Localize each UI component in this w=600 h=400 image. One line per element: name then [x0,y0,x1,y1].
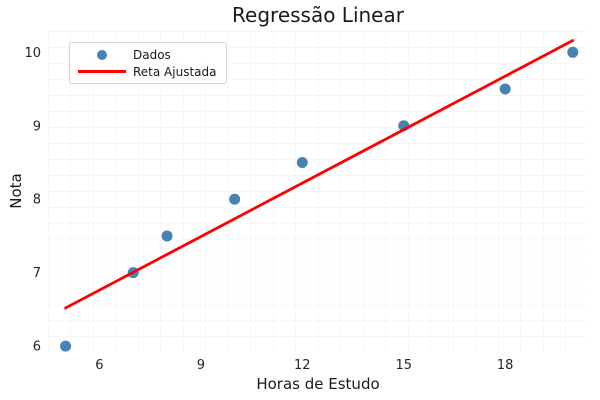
scatter-marker-icon [97,49,107,60]
x-tick-label: 6 [95,358,103,373]
x-tick-label: 12 [294,358,311,373]
data-point [567,46,579,58]
y-tick-label: 10 [24,46,41,61]
chart-title: Regressão Linear [232,3,404,27]
legend-item-dados: Dados [78,47,216,62]
x-tick-label: 18 [497,358,514,373]
plot-grid [48,31,588,352]
y-tick-label: 8 [33,193,41,208]
legend-item-reta-ajustada: Reta Ajustada [78,64,216,79]
data-point [229,193,241,205]
y-tick-label: 7 [33,266,41,281]
y-axis-label: Nota [7,173,25,209]
data-point [296,156,308,168]
data-point [161,230,173,242]
y-tick-label: 9 [33,119,41,134]
legend-handle [78,49,126,60]
legend-label: Reta Ajustada [133,64,217,79]
data-point [499,83,511,95]
line-swatch-icon [78,70,126,73]
regression-line [64,39,575,310]
data-point [60,340,72,352]
x-tick-label: 9 [197,358,205,373]
legend-label: Dados [133,47,171,62]
legend: Dados Reta Ajustada [69,42,228,84]
x-tick-label: 15 [395,358,412,373]
x-axis-label: Horas de Estudo [256,375,380,393]
y-tick-label: 6 [33,340,41,355]
legend-handle [78,70,126,73]
